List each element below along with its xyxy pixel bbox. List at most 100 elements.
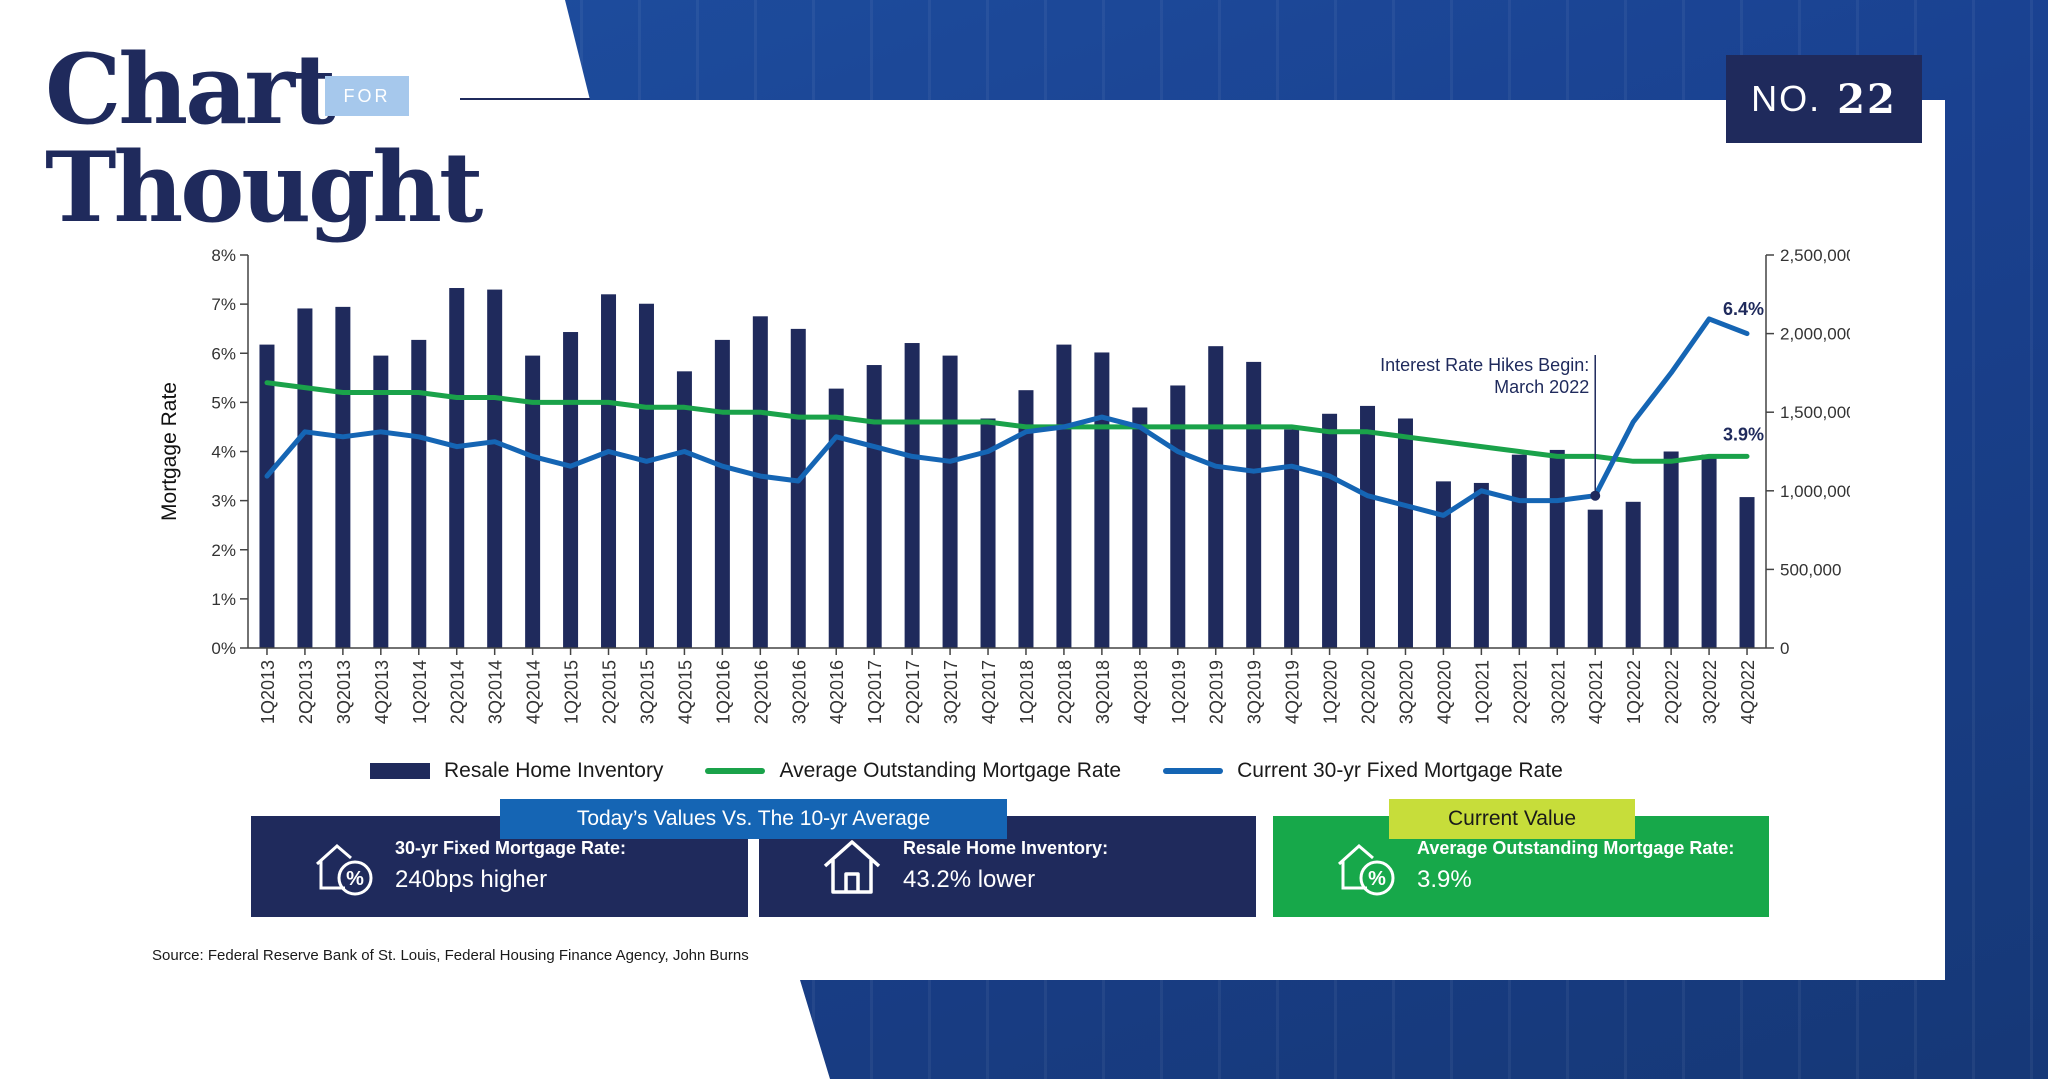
inventory-bar bbox=[1094, 352, 1110, 648]
x-tick-label: 1Q2019 bbox=[1169, 660, 1189, 724]
x-tick-label: 4Q2016 bbox=[827, 660, 847, 724]
legend-swatch-green-line bbox=[705, 768, 766, 774]
logo-word-chart: Chart bbox=[45, 33, 336, 146]
inventory-bar bbox=[1739, 497, 1755, 648]
x-tick-label: 2Q2016 bbox=[751, 660, 771, 724]
legend-item-inventory: Resale Home Inventory bbox=[370, 759, 663, 783]
inventory-bar bbox=[1246, 361, 1262, 648]
legend-item-average-rate: Average Outstanding Mortgage Rate bbox=[705, 759, 1121, 783]
x-tick-label: 1Q2016 bbox=[713, 660, 733, 724]
x-tick-label: 2Q2021 bbox=[1510, 660, 1530, 724]
right-tick-label: 2,000,000 bbox=[1780, 325, 1850, 344]
inventory-bar bbox=[1360, 405, 1376, 648]
svg-text:%: % bbox=[346, 868, 364, 890]
left-tick-label: 8% bbox=[211, 246, 236, 265]
current-value-header: Current Value bbox=[1389, 799, 1635, 839]
x-tick-label: 4Q2021 bbox=[1586, 660, 1606, 724]
x-tick-label: 1Q2021 bbox=[1472, 660, 1492, 724]
legend-swatch-blue-line bbox=[1163, 768, 1224, 774]
house-icon bbox=[819, 834, 885, 900]
x-tick-label: 3Q2022 bbox=[1700, 660, 1720, 724]
inventory-bar bbox=[1473, 482, 1489, 648]
x-tick-label: 1Q2022 bbox=[1624, 660, 1644, 724]
right-tick-label: 1,000,000 bbox=[1780, 482, 1850, 501]
x-tick-label: 2Q2020 bbox=[1359, 660, 1379, 724]
inventory-bar bbox=[1587, 509, 1603, 648]
comparison-header: Today’s Values Vs. The 10-yr Average bbox=[500, 799, 1007, 839]
average-rate-end-label: 3.9% bbox=[1723, 424, 1764, 444]
x-tick-label: 3Q2014 bbox=[486, 660, 506, 724]
legend-label: Resale Home Inventory bbox=[444, 759, 664, 782]
inventory-bar bbox=[487, 289, 503, 648]
x-tick-label: 2Q2015 bbox=[600, 660, 620, 724]
house-percent-icon: % bbox=[311, 834, 377, 900]
x-tick-label: 2Q2018 bbox=[1055, 660, 1075, 724]
inventory-bar bbox=[335, 306, 351, 648]
annotation-line-1: Interest Rate Hikes Begin: bbox=[1380, 355, 1589, 375]
inventory-bar bbox=[1625, 501, 1641, 648]
panel-label: 30-yr Fixed Mortgage Rate: bbox=[395, 838, 627, 859]
inventory-bar bbox=[1511, 454, 1527, 648]
chart-axes bbox=[240, 254, 1774, 655]
right-tick-label: 500,000 bbox=[1780, 560, 1841, 579]
x-tick-label: 4Q2014 bbox=[524, 660, 544, 724]
issue-label: NO. bbox=[1751, 78, 1822, 119]
inventory-bar bbox=[525, 355, 541, 648]
x-tick-label: 1Q2018 bbox=[1017, 660, 1037, 724]
x-tick-label: 3Q2017 bbox=[941, 660, 961, 724]
inventory-bar bbox=[828, 388, 844, 648]
inventory-bar bbox=[980, 418, 996, 648]
x-tick-label: 3Q2013 bbox=[334, 660, 354, 724]
inventory-bar bbox=[1284, 429, 1300, 648]
x-tick-label: 4Q2015 bbox=[675, 660, 695, 724]
x-tick-label: 3Q2015 bbox=[637, 660, 657, 724]
logo-rule bbox=[460, 98, 590, 100]
inventory-bar bbox=[297, 308, 313, 648]
chart-labels: 0% 1% 2% 3% 4% 5% 6% 7% 8% 0 500,000 1,000,000 1,500… bbox=[158, 246, 1850, 724]
chart-for-thought-logo: Chart FOR Thought bbox=[45, 33, 483, 242]
inventory-bar bbox=[1018, 390, 1034, 648]
issue-number: 22 bbox=[1837, 75, 1897, 123]
average-rate-line bbox=[264, 380, 1750, 464]
annotation-line-2: March 2022 bbox=[1494, 377, 1589, 397]
inventory-bar bbox=[714, 339, 730, 648]
x-tick-label: 1Q2014 bbox=[410, 660, 430, 724]
x-tick-label: 4Q2013 bbox=[372, 660, 392, 724]
legend-swatch-bar bbox=[370, 763, 430, 779]
current-rate-end-label: 6.4% bbox=[1723, 299, 1764, 319]
legend-label: Average Outstanding Mortgage Rate bbox=[779, 759, 1122, 782]
left-tick-label: 2% bbox=[211, 541, 236, 560]
legend-item-current-rate: Current 30-yr Fixed Mortgage Rate bbox=[1163, 759, 1563, 783]
panel-value: 240bps higher bbox=[395, 865, 548, 893]
inventory-bar bbox=[259, 344, 275, 648]
x-tick-label: 3Q2020 bbox=[1396, 660, 1416, 724]
x-tick-label: 3Q2016 bbox=[789, 660, 809, 724]
source-note: Source: Federal Reserve Bank of St. Loui… bbox=[152, 947, 749, 964]
inventory-bar bbox=[1701, 454, 1717, 648]
x-tick-label: 2Q2013 bbox=[296, 660, 316, 724]
inventory-bar bbox=[1208, 346, 1224, 648]
x-tick-label: 4Q2017 bbox=[979, 660, 999, 724]
inventory-bar bbox=[601, 294, 617, 648]
x-tick-label: 1Q2013 bbox=[258, 660, 278, 724]
issue-number-badge: NO. 22 bbox=[1726, 55, 1922, 143]
x-tick-label: 3Q2019 bbox=[1245, 660, 1265, 724]
left-tick-label: 4% bbox=[211, 443, 236, 462]
inventory-bar bbox=[638, 303, 654, 648]
x-tick-label: 2Q2022 bbox=[1662, 660, 1682, 724]
inventory-bar bbox=[676, 371, 692, 648]
left-tick-label: 7% bbox=[211, 295, 236, 314]
inventory-bar bbox=[790, 328, 806, 648]
inventory-bar bbox=[904, 343, 920, 648]
inventory-bar bbox=[1663, 451, 1679, 648]
inventory-bar bbox=[942, 355, 958, 648]
x-tick-label: 1Q2017 bbox=[865, 660, 885, 724]
inventory-bar bbox=[1056, 344, 1072, 648]
inventory-bar bbox=[1435, 481, 1451, 648]
logo-for-tag: FOR bbox=[325, 76, 409, 116]
left-tick-label: 1% bbox=[211, 590, 236, 609]
inventory-bar bbox=[563, 332, 579, 648]
x-tick-label: 1Q2020 bbox=[1321, 660, 1341, 724]
x-tick-label: 3Q2018 bbox=[1093, 660, 1113, 724]
panel-value: 43.2% lower bbox=[903, 865, 1036, 893]
